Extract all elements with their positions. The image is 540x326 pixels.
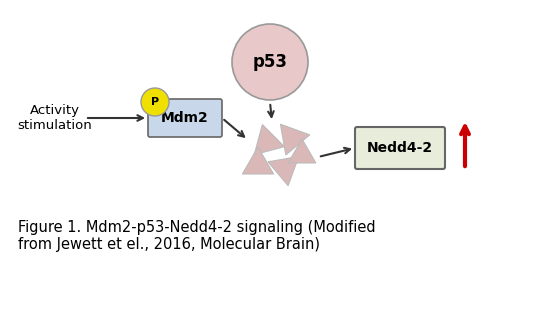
Text: Nedd4-2: Nedd4-2 xyxy=(367,141,433,155)
Polygon shape xyxy=(268,156,299,186)
Text: Activity
stimulation: Activity stimulation xyxy=(18,104,92,132)
Polygon shape xyxy=(288,139,316,163)
Text: Mdm2: Mdm2 xyxy=(161,111,209,125)
Polygon shape xyxy=(254,125,285,155)
Text: p53: p53 xyxy=(253,53,287,71)
Text: P: P xyxy=(151,97,159,107)
Polygon shape xyxy=(242,147,274,174)
Ellipse shape xyxy=(232,24,308,100)
Polygon shape xyxy=(280,124,310,155)
Text: Figure 1. Mdm2-p53-Nedd4-2 signaling (Modified
from Jewett et el., 2016, Molecul: Figure 1. Mdm2-p53-Nedd4-2 signaling (Mo… xyxy=(18,220,376,252)
Ellipse shape xyxy=(141,88,169,116)
FancyBboxPatch shape xyxy=(355,127,445,169)
FancyBboxPatch shape xyxy=(148,99,222,137)
